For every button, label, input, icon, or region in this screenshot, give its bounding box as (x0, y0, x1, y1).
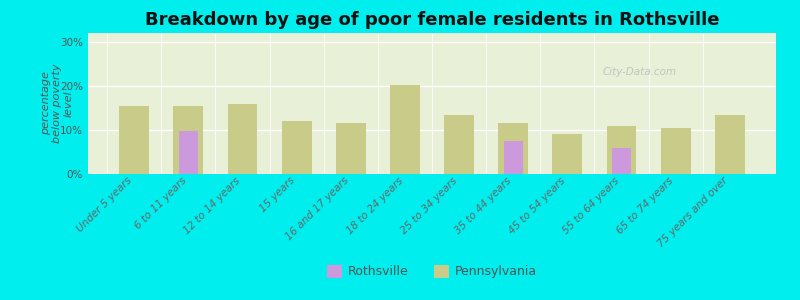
Bar (119, 106, 149, 174)
Bar (282, 121, 311, 174)
Title: Breakdown by age of poor female residents in Rothsville: Breakdown by age of poor female resident… (145, 11, 719, 29)
Bar (715, 115, 745, 174)
Bar (390, 85, 420, 174)
Bar (179, 131, 198, 174)
Bar (504, 141, 522, 174)
Bar (661, 128, 690, 174)
Text: City-Data.com: City-Data.com (603, 67, 677, 77)
Bar (498, 123, 528, 174)
Bar (606, 125, 637, 174)
Bar (553, 134, 582, 174)
Bar (227, 103, 258, 174)
Bar (336, 123, 366, 174)
Legend: Rothsville, Pennsylvania: Rothsville, Pennsylvania (322, 260, 542, 284)
Y-axis label: percentage
below poverty
level: percentage below poverty level (41, 64, 74, 143)
Bar (174, 106, 203, 174)
Bar (444, 115, 474, 174)
Bar (612, 148, 631, 174)
